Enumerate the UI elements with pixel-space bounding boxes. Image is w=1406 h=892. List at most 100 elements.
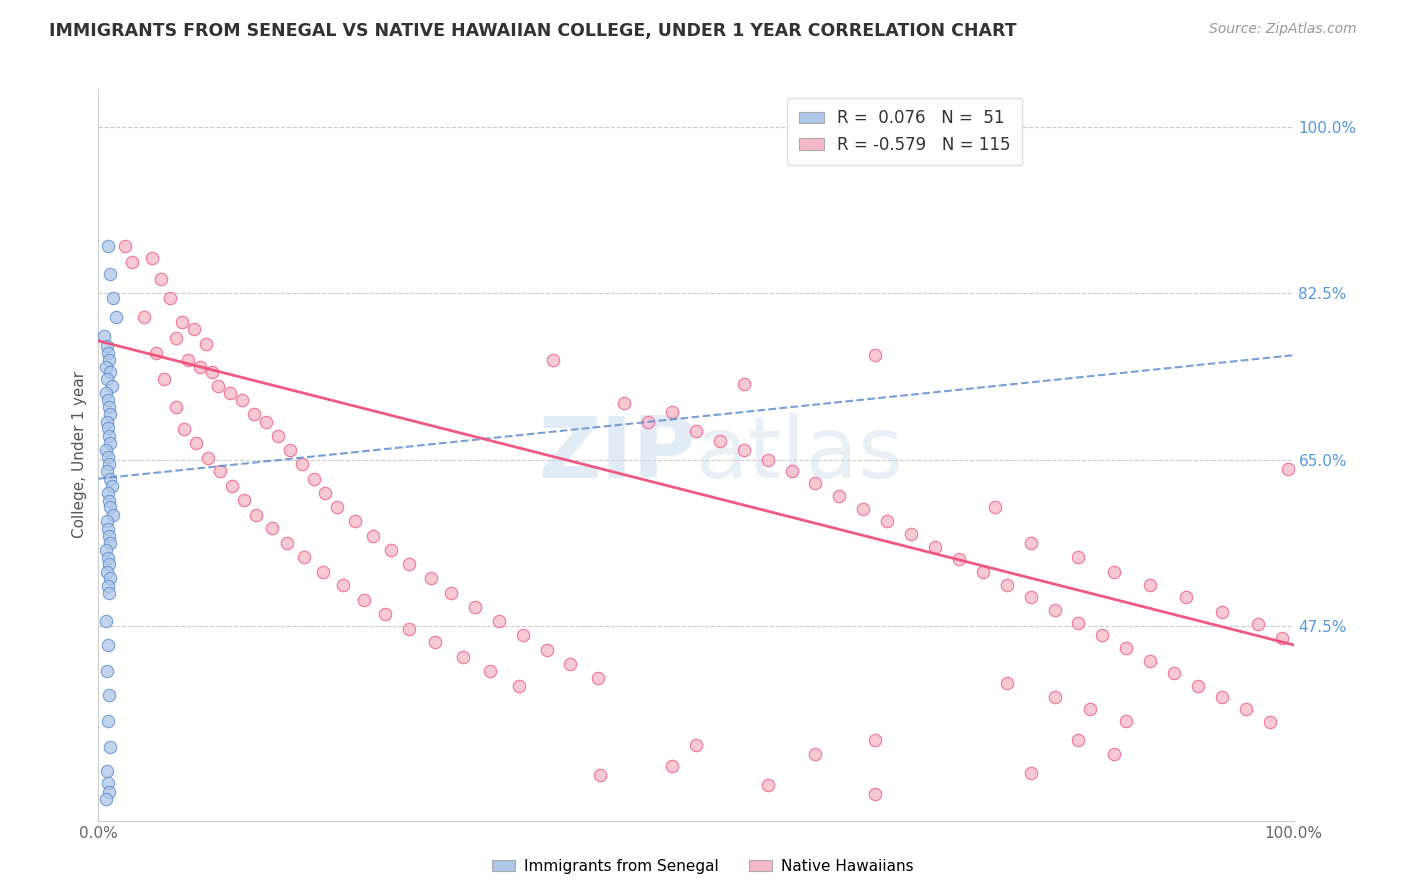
Point	[374, 607, 396, 621]
Point	[1258, 714, 1281, 729]
Point	[1019, 766, 1042, 780]
Point	[637, 415, 659, 429]
Point	[101, 508, 124, 522]
Point	[488, 614, 510, 628]
Point	[398, 622, 420, 636]
Point	[1277, 462, 1299, 476]
Point	[995, 578, 1018, 592]
Point	[96, 372, 118, 386]
Point	[165, 331, 187, 345]
Point	[995, 676, 1018, 690]
Point	[972, 565, 994, 579]
Point	[97, 450, 120, 464]
Point	[828, 489, 851, 503]
Point	[98, 435, 122, 450]
Point	[1234, 702, 1257, 716]
Point	[1067, 615, 1090, 630]
Point	[1080, 701, 1102, 715]
Point	[613, 395, 636, 409]
Point	[153, 372, 176, 386]
Point	[1139, 578, 1161, 592]
Point	[98, 458, 121, 472]
Point	[100, 479, 122, 493]
Point	[245, 508, 267, 522]
Point	[852, 502, 875, 516]
Point	[97, 239, 120, 253]
Point	[114, 239, 136, 253]
Point	[292, 549, 315, 564]
Point	[685, 738, 707, 752]
Point	[1043, 690, 1066, 705]
Point	[96, 415, 118, 429]
Point	[344, 515, 367, 529]
Point	[363, 529, 385, 543]
Point	[1067, 732, 1090, 747]
Point	[353, 593, 375, 607]
Point	[97, 579, 120, 593]
Point	[121, 255, 143, 269]
Point	[97, 522, 120, 536]
Point	[1019, 591, 1042, 605]
Point	[1247, 617, 1270, 632]
Point	[98, 785, 121, 799]
Point	[291, 458, 314, 472]
Point	[865, 348, 887, 362]
Legend: Immigrants from Senegal, Native Hawaiians: Immigrants from Senegal, Native Hawaiian…	[486, 853, 920, 880]
Point	[541, 353, 564, 368]
Point	[97, 775, 120, 789]
Point	[425, 635, 447, 649]
Point	[419, 571, 441, 585]
Point	[94, 614, 117, 628]
Point	[233, 492, 256, 507]
Point	[464, 599, 486, 614]
Point	[254, 415, 277, 429]
Point	[96, 515, 118, 529]
Point	[1104, 565, 1126, 579]
Point	[188, 359, 211, 374]
Point	[100, 378, 122, 392]
Point	[183, 321, 205, 335]
Point	[661, 405, 683, 419]
Point	[804, 747, 827, 761]
Point	[173, 422, 195, 436]
Point	[207, 378, 229, 392]
Point	[98, 585, 121, 599]
Point	[508, 679, 530, 693]
Point	[231, 392, 253, 407]
Point	[1163, 666, 1185, 681]
Point	[312, 565, 335, 579]
Point	[165, 401, 187, 415]
Point	[149, 272, 172, 286]
Point	[141, 252, 163, 266]
Point	[984, 500, 1007, 515]
Point	[97, 550, 120, 565]
Point	[586, 671, 609, 685]
Point	[98, 493, 121, 508]
Point	[97, 392, 120, 407]
Point	[560, 657, 582, 671]
Text: ZIP: ZIP	[538, 413, 696, 497]
Point	[278, 443, 301, 458]
Point	[98, 571, 122, 585]
Point	[1115, 714, 1137, 728]
Point	[780, 464, 803, 478]
Point	[132, 310, 155, 325]
Point	[685, 424, 707, 438]
Point	[661, 758, 683, 772]
Point	[97, 714, 120, 728]
Text: IMMIGRANTS FROM SENEGAL VS NATIVE HAWAIIAN COLLEGE, UNDER 1 YEAR CORRELATION CHA: IMMIGRANTS FROM SENEGAL VS NATIVE HAWAII…	[49, 22, 1017, 40]
Point	[865, 732, 887, 747]
Point	[97, 638, 120, 652]
Point	[804, 476, 827, 491]
Point	[98, 557, 121, 571]
Point	[1115, 640, 1137, 655]
Point	[398, 557, 420, 571]
Point	[172, 315, 194, 329]
Point	[267, 429, 290, 443]
Point	[98, 536, 122, 550]
Point	[756, 778, 779, 792]
Point	[326, 500, 349, 515]
Point	[900, 526, 922, 541]
Point	[97, 346, 120, 360]
Point	[105, 310, 128, 325]
